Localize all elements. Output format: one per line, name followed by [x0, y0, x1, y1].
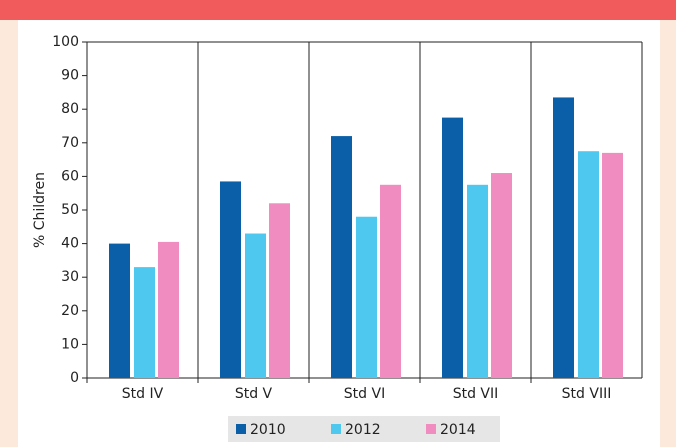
bar: [220, 181, 241, 378]
bar: [578, 151, 599, 378]
y-axis-label: % Children: [32, 172, 48, 248]
bar: [158, 241, 179, 378]
x-tick-label: Std IV: [122, 386, 164, 402]
x-tick-label: Std VIII: [562, 386, 612, 402]
bar: [269, 203, 290, 378]
bar: [134, 267, 155, 378]
legend-swatch: [331, 424, 341, 434]
y-tick-label: 60: [61, 168, 79, 184]
bar: [380, 184, 401, 378]
bar: [553, 97, 574, 378]
legend-label: 2014: [440, 422, 476, 438]
legend-swatch: [236, 424, 246, 434]
y-tick-label: 0: [70, 370, 79, 386]
y-tick-label: 90: [61, 68, 79, 84]
bar: [109, 243, 130, 378]
y-tick-label: 80: [61, 101, 79, 117]
x-tick-label: Std V: [235, 386, 273, 402]
bar: [602, 152, 623, 378]
bar: [467, 184, 488, 378]
legend-label: 2012: [345, 422, 381, 438]
y-tick-label: 50: [61, 202, 79, 218]
y-tick-label: 70: [61, 135, 79, 151]
y-tick-label: 30: [61, 269, 79, 285]
y-tick-label: 10: [61, 336, 79, 352]
bar: [331, 136, 352, 378]
bar: [245, 233, 266, 378]
bar: [356, 216, 377, 378]
legend-box: [228, 416, 500, 442]
bar: [442, 117, 463, 378]
y-tick-label: 40: [61, 236, 79, 252]
header-bar: [0, 0, 676, 20]
legend-swatch: [426, 424, 436, 434]
bar: [491, 173, 512, 378]
y-tick-label: 20: [61, 303, 79, 319]
x-tick-label: Std VII: [453, 386, 499, 402]
x-tick-label: Std VI: [344, 386, 385, 402]
y-tick-label: 100: [52, 34, 79, 50]
legend-label: 2010: [250, 422, 286, 438]
